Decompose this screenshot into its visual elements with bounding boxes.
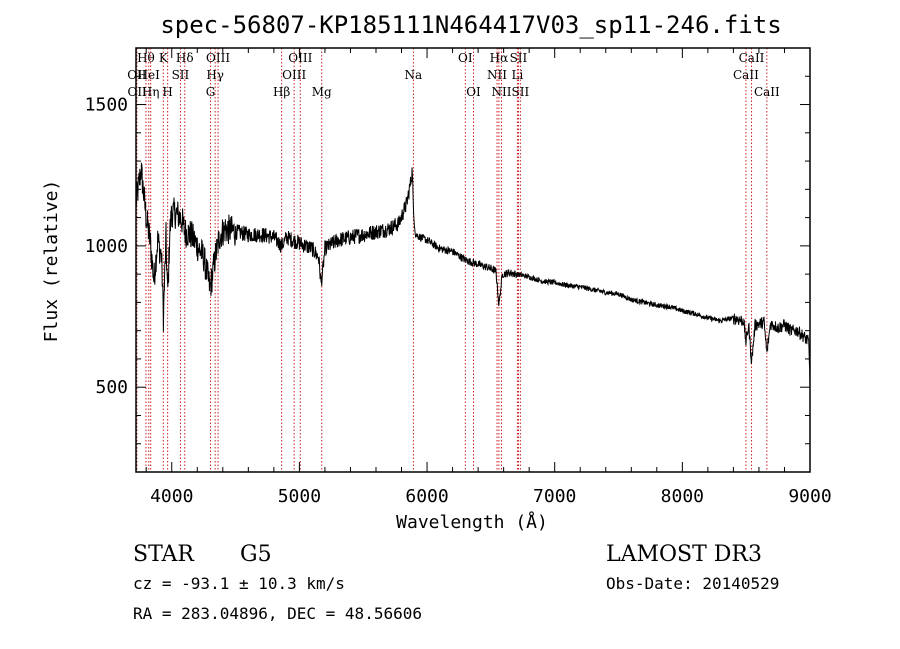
spectral-line-label: OI: [458, 51, 473, 65]
spectral-line-label: Na: [405, 68, 423, 82]
spectral-line-label: Hγ: [206, 68, 224, 82]
plot-frame: [135, 47, 811, 473]
y-tick-label: 1000: [85, 236, 128, 257]
spectral-line-label: HeI: [138, 68, 161, 82]
spectral-line-label: Hα: [490, 51, 509, 65]
spectral-line-label: Mg: [312, 85, 332, 99]
y-axis-ticks: 500 1000 1500: [85, 47, 810, 445]
spectral-line-label: SII: [510, 51, 528, 65]
x-tick-label: 7000: [533, 486, 576, 507]
spectral-line-label: K: [159, 51, 169, 65]
object-subclass: G5: [240, 542, 272, 567]
spectral-line-label: CaII: [739, 51, 765, 65]
x-axis-ticks: 4000 5000 6000 7000 8000 9000: [145, 48, 832, 507]
spectral-line-label: OII: [127, 85, 147, 99]
spectral-line-label: Hδ: [176, 51, 194, 65]
spectral-line-label: Hβ: [273, 85, 290, 99]
spectral-line-label: OIII: [288, 51, 312, 65]
spectral-line-label: SII: [512, 85, 530, 99]
spectral-line-label: CaII: [733, 68, 759, 82]
spectral-line-label: CaII: [754, 85, 780, 99]
object-class: STAR: [133, 542, 195, 567]
spectrum-series-line: [135, 162, 811, 388]
x-axis-label: Wavelength (Å): [396, 511, 548, 533]
survey-name: LAMOST DR3: [606, 542, 762, 567]
spectral-line-label: H: [162, 85, 172, 99]
redshift-velocity: cz = -93.1 ± 10.3 km/s: [133, 574, 345, 593]
spectral-line-label: NII: [491, 85, 511, 99]
spectral-line-label: Hθ: [137, 51, 155, 65]
spectral-line-label: SII: [172, 68, 190, 82]
spectral-line-markers: [136, 48, 768, 472]
chart-title: spec-56807-KP185111N464417V03_sp11-246.f…: [160, 11, 781, 39]
x-tick-label: 6000: [405, 486, 448, 507]
x-tick-label: 5000: [278, 486, 321, 507]
x-tick-label: 4000: [150, 486, 193, 507]
spectral-line-label: Hη: [142, 85, 160, 99]
x-tick-label: 9000: [788, 486, 831, 507]
y-tick-label: 500: [95, 377, 128, 398]
spectral-line-label: OIII: [206, 51, 230, 65]
spectral-line-label: G: [206, 85, 216, 99]
spectral-line-label: OII: [127, 68, 147, 82]
spectral-line-label: OIII: [282, 68, 306, 82]
spectral-line-label: Li: [512, 68, 524, 82]
sky-coordinates: RA = 283.04896, DEC = 48.56606: [133, 604, 422, 623]
x-tick-label: 8000: [661, 486, 704, 507]
spectral-line-label: NII: [487, 68, 507, 82]
y-axis-label: Flux (relative): [41, 180, 62, 343]
spectral-line-label: OI: [466, 85, 481, 99]
y-tick-label: 1500: [85, 95, 128, 116]
observation-date: Obs-Date: 20140529: [606, 574, 779, 593]
